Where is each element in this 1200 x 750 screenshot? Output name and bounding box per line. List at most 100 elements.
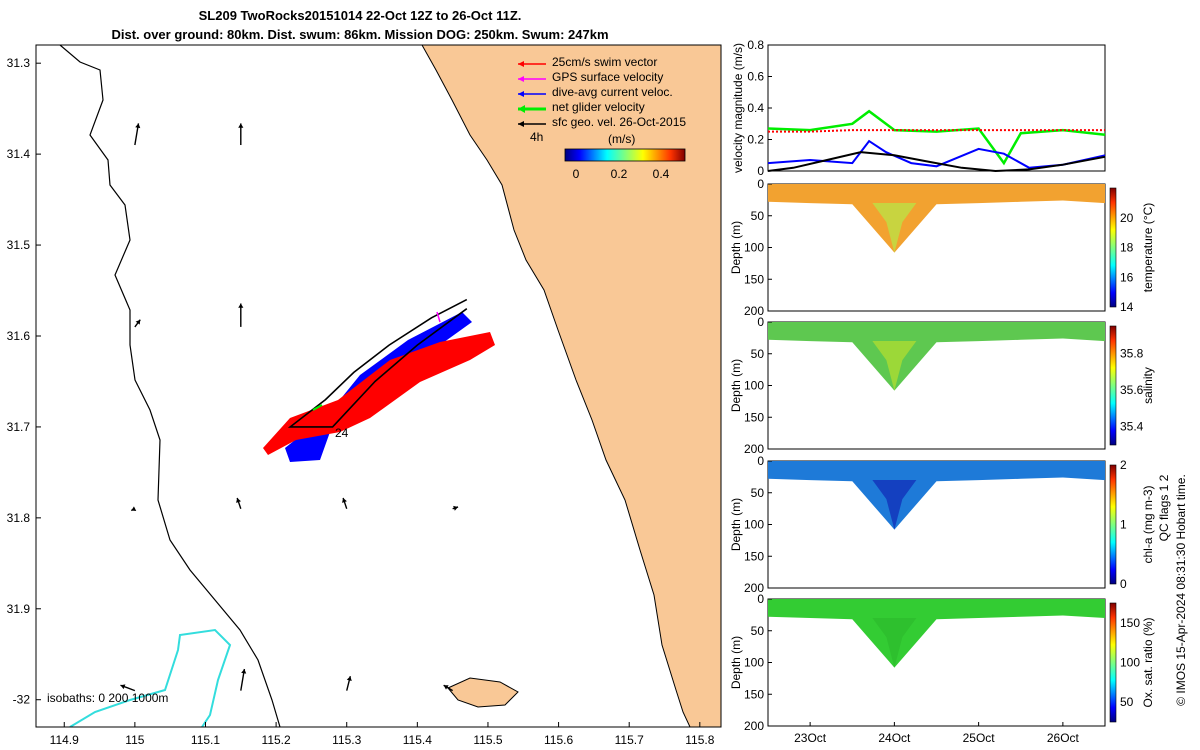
velocity-ytick-label: 0.2 <box>747 133 764 147</box>
section-ytick-label: 200 <box>744 581 764 595</box>
section-ytick-label: 150 <box>744 410 764 424</box>
section-ytick-label: 0 <box>757 592 764 606</box>
section-ylabel: Depth (m) <box>729 221 743 274</box>
colorbar-tick-02: 0.2 <box>611 167 628 181</box>
date-tick-label: 26Oct <box>1047 731 1080 745</box>
section-colorbar <box>1109 325 1117 446</box>
section-ytick-label: 200 <box>744 304 764 318</box>
velocity-series-line <box>767 139 1106 169</box>
land-area <box>421 45 721 727</box>
colorbar-tick-label: 35.4 <box>1120 420 1144 434</box>
section-ytick-label: 150 <box>744 549 764 563</box>
section-panel-salinity: 0 50 100 150 200 Depth (m) 35.4 35.6 35.8 salinit… <box>729 315 1155 456</box>
colorbar-tick-label: 14 <box>1120 300 1134 314</box>
section-ytick-label: 100 <box>744 379 764 393</box>
map-xtick-label: 115.7 <box>615 733 644 747</box>
section-ytick-label: 100 <box>744 518 764 532</box>
map-xtick-label: 115.5 <box>473 733 502 747</box>
colorbar-tick-label: 0 <box>1120 577 1127 591</box>
section-frame <box>767 460 1106 589</box>
map-ytick-label: 31.3 <box>7 56 31 70</box>
section-ytick-label: 50 <box>751 624 765 638</box>
colorbar-tick-label: 50 <box>1120 695 1134 709</box>
sfc-velocity-arrowhead <box>238 123 244 128</box>
section-data-fill <box>768 461 1105 530</box>
section-ytick-label: 50 <box>751 486 765 500</box>
island <box>447 677 519 708</box>
sfc-velocity-arrowhead <box>236 497 241 503</box>
section-ytick-label: 200 <box>744 442 764 456</box>
section-data-fill <box>768 184 1105 253</box>
chart-title: SL209 TwoRocks20151014 22-Oct 12Z to 26-… <box>198 8 522 23</box>
sfc-velocity-arrowhead <box>120 684 126 690</box>
map-legend: 25cm/s swim vector GPS surface velocity … <box>518 55 686 146</box>
map-ytick-label: 31.5 <box>7 238 31 252</box>
qc-flags-label: QC flags 1 2 <box>1157 474 1171 541</box>
chart-subtitle: Dist. over ground: 80km. Dist. swum: 86k… <box>111 27 609 42</box>
map-xtick-label: 115.3 <box>332 733 361 747</box>
map-xtick-label: 115.6 <box>544 733 573 747</box>
colorbar-label: salinity <box>1141 367 1155 404</box>
section-ytick-label: 0 <box>757 454 764 468</box>
section-ylabel: Depth (m) <box>729 359 743 412</box>
gps-surface-vector <box>436 311 441 323</box>
section-frame <box>767 183 1106 312</box>
velocity-ytick-label: 0.8 <box>747 38 764 52</box>
glider-track <box>287 298 468 428</box>
map-xtick-label: 115.2 <box>262 733 291 747</box>
section-panel-chl-a: 0 50 100 150 200 Depth (m) 0 1 2 chl-a (mg m-3) <box>729 454 1155 595</box>
section-ytick-label: 50 <box>751 209 765 223</box>
section-ytick-label: 200 <box>744 719 764 733</box>
date-tick-label: 24Oct <box>878 731 911 745</box>
sfc-velocity-arrowhead <box>443 685 449 690</box>
colorbar-tick-label: 18 <box>1120 241 1134 255</box>
date-tick-label: 25Oct <box>963 731 996 745</box>
colorbar-tick-label: 100 <box>1120 656 1140 670</box>
map-ytick-label: 31.9 <box>7 602 31 616</box>
section-panel-temperature: 0 50 100 150 200 Depth (m) 14 16 18 20 temperature… <box>729 177 1155 318</box>
sfc-velocity-arrowhead <box>135 123 141 129</box>
section-ytick-label: 100 <box>744 656 764 670</box>
velocity-series-line <box>767 109 1106 166</box>
velocity-series-line <box>768 129 1105 133</box>
colorbar-tick-label: 1 <box>1120 518 1127 532</box>
colorbar-tick-label: 35.8 <box>1120 346 1144 360</box>
colorbar-tick-label: 35.6 <box>1120 383 1144 397</box>
colorbar-tick-label: 20 <box>1120 211 1134 225</box>
velocity-ytick-label: 0.4 <box>747 101 764 115</box>
map-frame <box>35 44 722 728</box>
section-frame <box>767 598 1106 727</box>
track-label-24: 24 <box>335 426 349 440</box>
map-ytick-label: 31.8 <box>7 511 31 525</box>
map-xtick-label: 115.1 <box>191 733 220 747</box>
velocity-ylabel: velocity magnitude (m/s) <box>731 43 745 173</box>
section-ylabel: Depth (m) <box>729 636 743 689</box>
sfc-velocity-arrowhead <box>453 505 459 511</box>
colorbar-title: (m/s) <box>608 132 635 146</box>
section-frame <box>767 321 1106 450</box>
section-ytick-label: 150 <box>744 687 764 701</box>
sfc-velocity-arrowhead <box>238 303 244 308</box>
map-ytick-label: 31.7 <box>7 420 31 434</box>
map-xtick-label: 114.9 <box>50 733 79 747</box>
velocity-ytick-label: 0 <box>757 164 764 178</box>
date-tick-label: 23Oct <box>794 731 827 745</box>
swim-vectors <box>263 332 495 455</box>
legend-swim: 25cm/s swim vector <box>552 55 657 69</box>
map-ytick-label: 31.4 <box>7 147 31 161</box>
section-data-fill <box>768 322 1105 391</box>
colorbar-label: chl-a (mg m-3) <box>1141 485 1155 563</box>
sfc-velocity-arrowhead <box>241 669 247 674</box>
map-panel: 114.9 115 115.1 115.2 115.3 115.4 115.5 115.6 11… <box>7 44 722 747</box>
section-ytick-label: 0 <box>757 315 764 329</box>
section-colorbar <box>1109 187 1117 308</box>
colorbar-label: temperature (°C) <box>1141 203 1155 293</box>
colorbar-label: Ox. sat. ratio (%) <box>1141 617 1155 707</box>
section-data-fill <box>768 599 1105 668</box>
section-colorbar <box>1109 602 1117 723</box>
legend-dive-avg: dive-avg current veloc. <box>552 85 673 99</box>
legend-sfc: sfc geo. vel. 26-Oct-2015 <box>552 115 686 129</box>
isobath-200m <box>69 628 232 727</box>
